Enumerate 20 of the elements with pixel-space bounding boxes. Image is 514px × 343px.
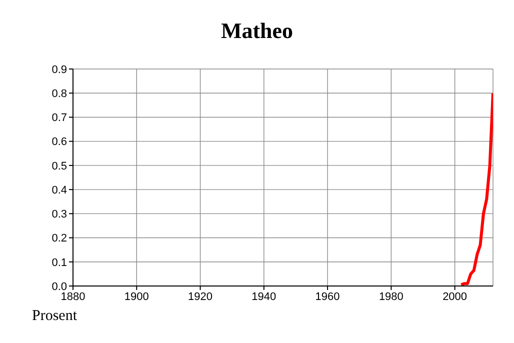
- x-tick-label: 2000: [442, 290, 468, 303]
- y-tick-label: 0.0: [52, 280, 67, 293]
- y-tick-label: 0.3: [52, 208, 67, 221]
- x-tick-label: 1900: [124, 290, 149, 303]
- y-tick-label: 0.2: [52, 232, 67, 245]
- line-series: [460, 92, 493, 286]
- y-tick-label: 0.9: [52, 64, 67, 76]
- x-tick-label: 1980: [378, 290, 404, 303]
- x-tick-label: 1920: [188, 290, 213, 303]
- y-tick-label: 0.4: [52, 184, 67, 196]
- y-tick-label: 0.1: [52, 256, 67, 269]
- y-axis-title: Prosent: [32, 308, 77, 325]
- y-tick-label: 0.6: [52, 136, 67, 148]
- x-tick-label: 1960: [315, 290, 340, 303]
- x-tick-label: 1940: [252, 290, 276, 303]
- y-tick-label: 0.8: [52, 88, 67, 100]
- x-tick-label: 1880: [60, 290, 86, 303]
- y-tick-label: 0.7: [52, 112, 67, 124]
- y-tick-label: 0.5: [52, 160, 67, 172]
- chart-title: Matheo: [220, 18, 294, 44]
